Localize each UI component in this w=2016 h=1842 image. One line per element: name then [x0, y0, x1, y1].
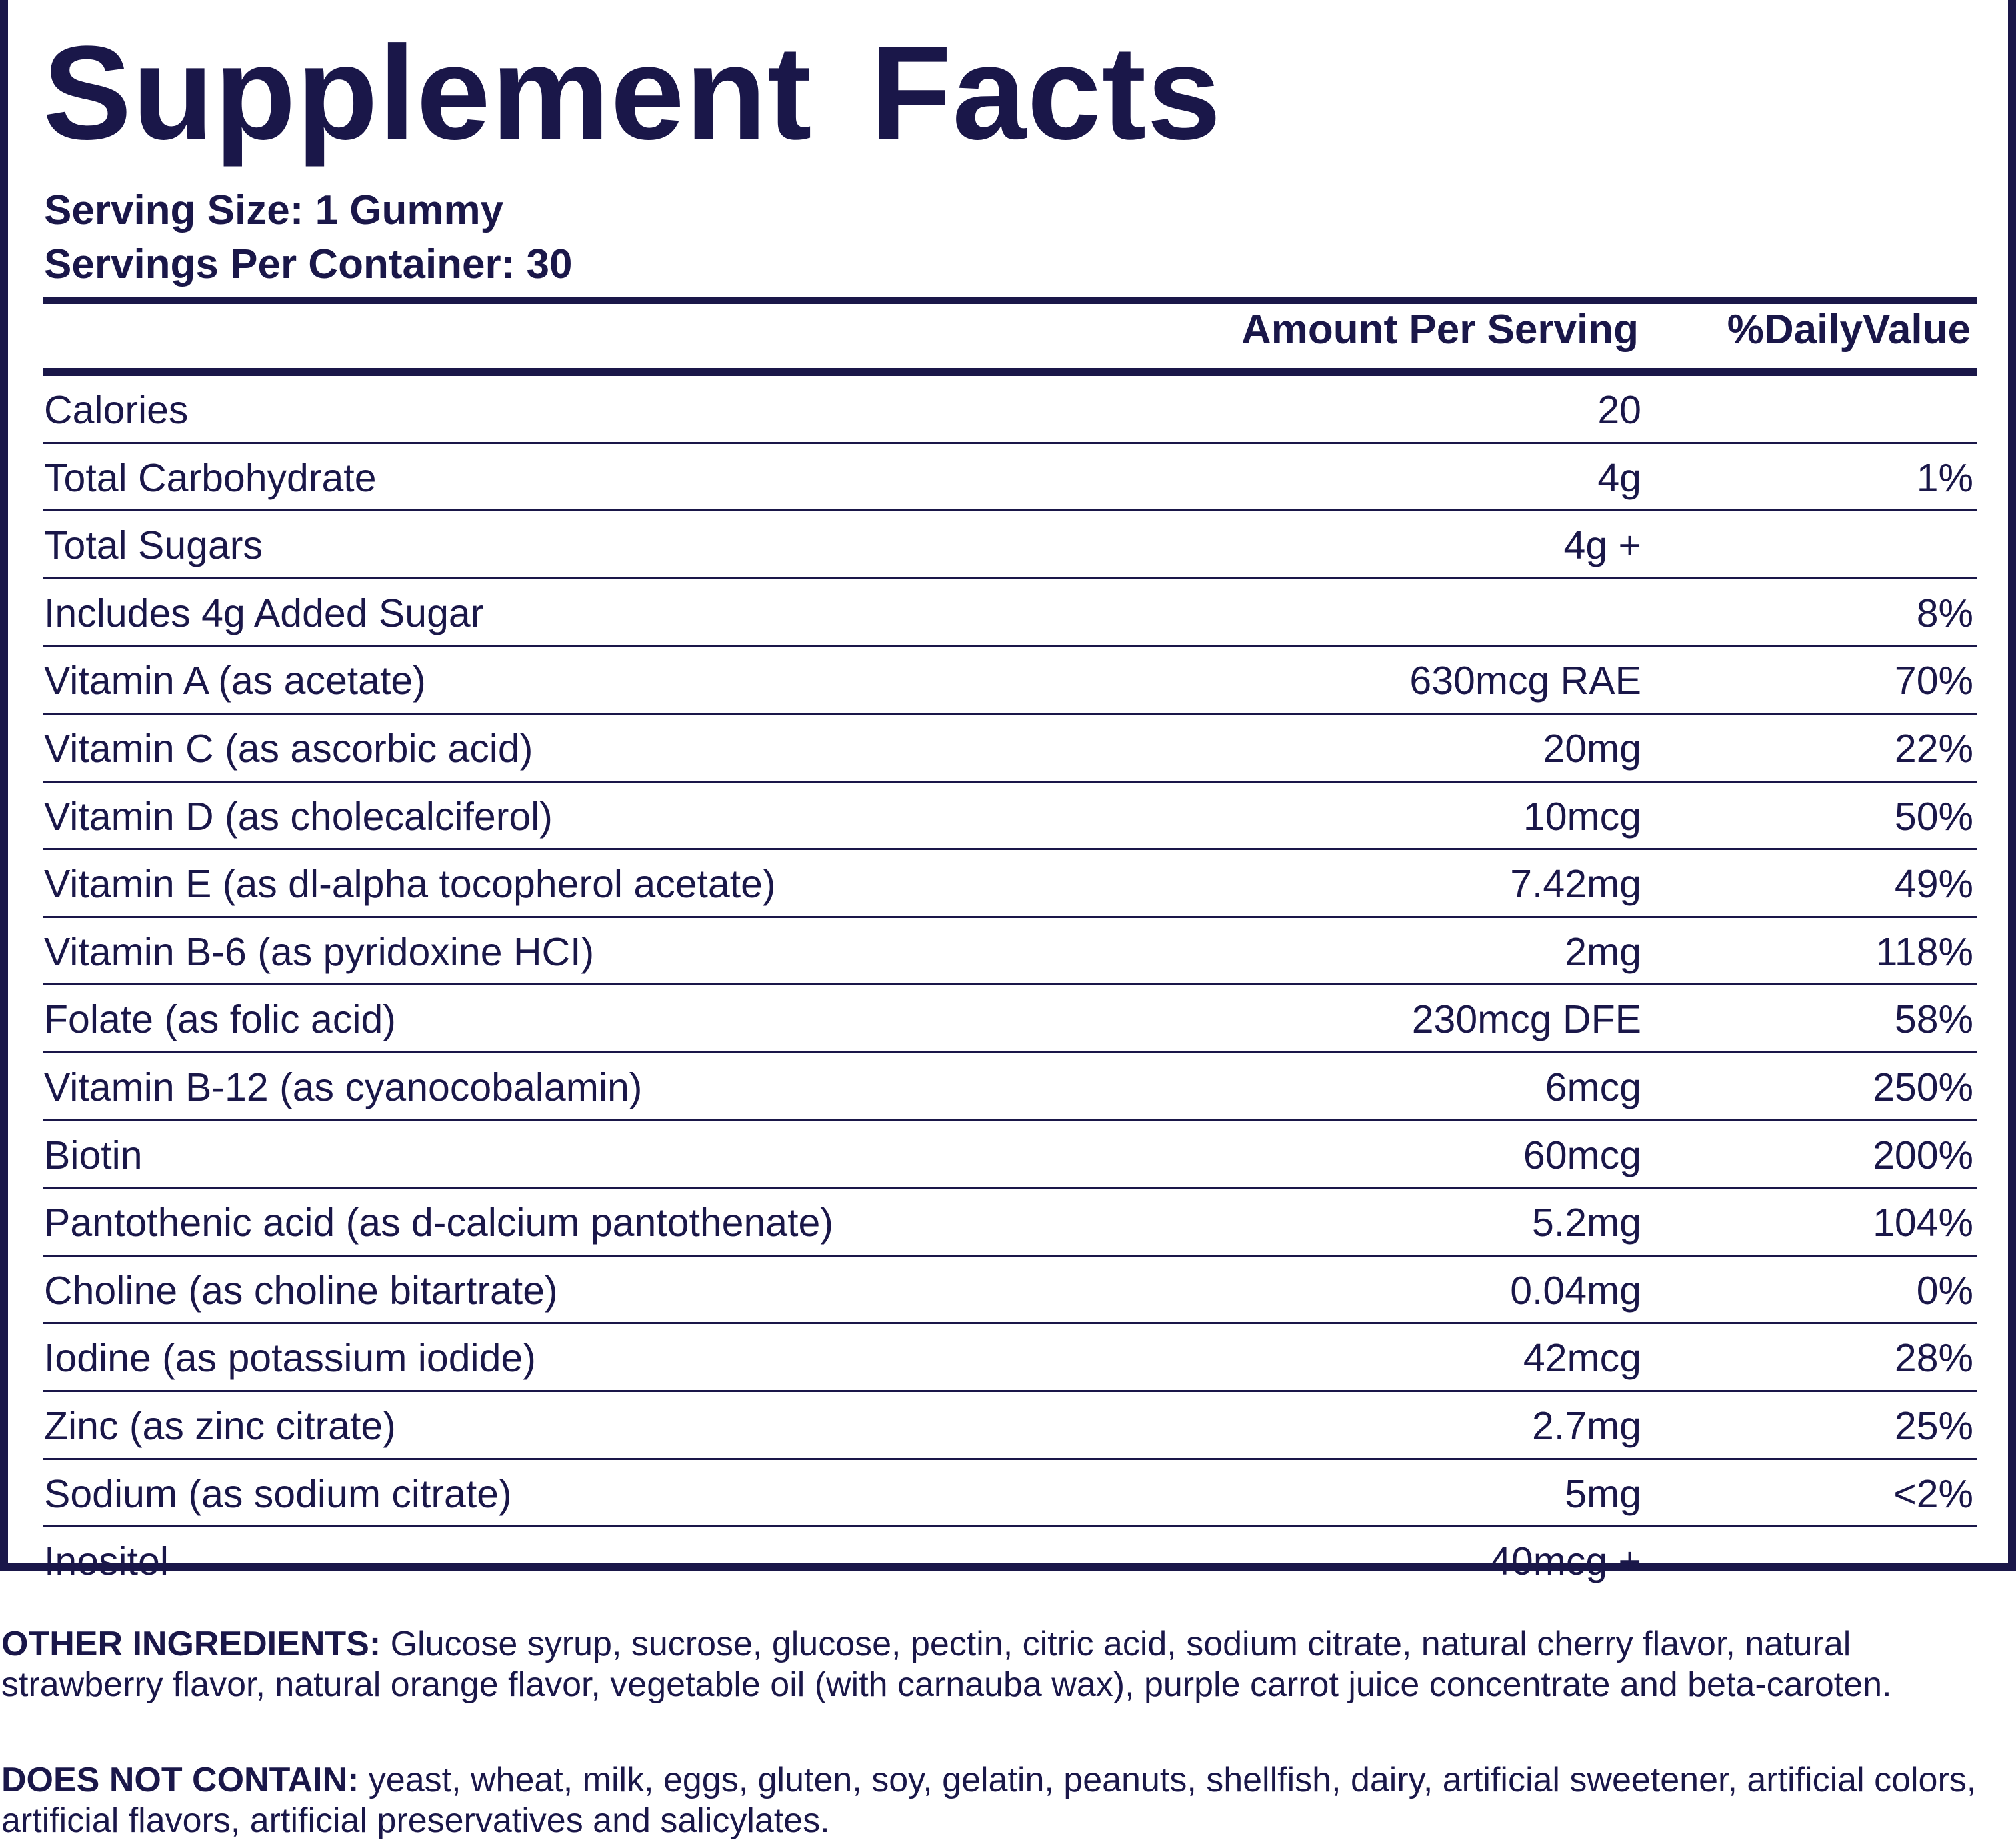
nutrient-amount: 4g — [1597, 455, 1641, 500]
other-ingredients-label: OTHER INGREDIENTS: — [1, 1625, 381, 1663]
other-ingredients-statement: OTHER INGREDIENTS: Glucose syrup, sucros… — [1, 1624, 1988, 1705]
table-row: Total Sugars 4g + — [43, 511, 1977, 579]
nutrient-name: Vitamin E (as dl-alpha tocopherol acetat… — [44, 862, 776, 907]
nutrient-daily-value: 70% — [1894, 659, 1973, 703]
table-row: Calories 20 — [43, 376, 1977, 444]
nutrient-amount: 630mcg RAE — [1409, 659, 1641, 703]
nutrient-daily-value: 250% — [1873, 1065, 1973, 1109]
table-row: Vitamin B-6 (as pyridoxine HCI) 2mg 118% — [43, 918, 1977, 986]
nutrient-daily-value: 49% — [1894, 862, 1973, 907]
panel-title: Supplement Facts — [43, 19, 1222, 167]
nutrient-amount: 230mcg DFE — [1411, 997, 1641, 1042]
nutrient-name: Iodine (as potassium iodide) — [44, 1336, 536, 1381]
does-not-contain-label: DOES NOT CONTAIN: — [1, 1761, 359, 1799]
does-not-contain-text: yeast, wheat, milk, eggs, gluten, soy, g… — [1, 1761, 1977, 1840]
servings-per-container: Servings Per Container: 30 — [44, 241, 573, 287]
nutrient-name: Vitamin C (as ascorbic acid) — [44, 726, 533, 771]
nutrient-name: Vitamin D (as cholecalciferol) — [44, 794, 553, 839]
nutrient-amount: 2mg — [1565, 929, 1641, 974]
nutrient-daily-value: 104% — [1873, 1201, 1973, 1245]
nutrient-name: Choline (as choline bitartrate) — [44, 1268, 558, 1313]
table-row: Iodine (as potassium iodide) 42mcg 28% — [43, 1324, 1977, 1392]
nutrient-name: Sodium (as sodium citrate) — [44, 1471, 512, 1516]
table-row: Folate (as folic acid) 230mcg DFE 58% — [43, 985, 1977, 1053]
table-row: Vitamin E (as dl-alpha tocopherol acetat… — [43, 850, 1977, 918]
nutrient-name: Vitamin B-12 (as cyanocobalamin) — [44, 1065, 643, 1109]
nutrient-daily-value: 25% — [1894, 1403, 1973, 1448]
nutrient-daily-value: 58% — [1894, 997, 1973, 1042]
nutrient-amount: 5.2mg — [1532, 1201, 1641, 1245]
daily-value-column-header: %DailyValue — [1727, 307, 1971, 353]
nutrient-amount: 10mcg — [1523, 794, 1641, 839]
table-row: Vitamin B-12 (as cyanocobalamin) 6mcg 250% — [43, 1053, 1977, 1121]
nutrient-daily-value: 200% — [1873, 1133, 1973, 1177]
table-row: Biotin 60mcg 200% — [43, 1121, 1977, 1189]
supplement-facts-panel: Supplement Facts Serving Size: 1 Gummy S… — [0, 0, 2016, 1581]
table-row: Choline (as choline bitartrate) 0.04mg 0% — [43, 1257, 1977, 1325]
nutrient-amount: 2.7mg — [1532, 1403, 1641, 1448]
nutrient-name: Includes 4g Added Sugar — [44, 591, 484, 635]
nutrient-daily-value: 22% — [1894, 726, 1973, 771]
header-divider — [43, 368, 1977, 376]
nutrient-daily-value: 28% — [1894, 1336, 1973, 1381]
table-row: Vitamin A (as acetate) 630mcg RAE 70% — [43, 647, 1977, 715]
nutrient-amount: 42mcg — [1523, 1336, 1641, 1381]
does-not-contain-statement: DOES NOT CONTAIN: yeast, wheat, milk, eg… — [1, 1760, 1988, 1841]
nutrient-name: Folate (as folic acid) — [44, 997, 396, 1042]
table-row: Zinc (as zinc citrate) 2.7mg 25% — [43, 1392, 1977, 1460]
nutrient-name: Total Carbohydrate — [44, 455, 377, 500]
nutrient-daily-value: <2% — [1893, 1471, 1973, 1516]
serving-size: Serving Size: 1 Gummy — [44, 187, 504, 233]
nutrient-amount: 6mcg — [1545, 1065, 1641, 1109]
table-row: Inositol 40mcg + — [43, 1527, 1977, 1593]
nutrient-daily-value: 8% — [1916, 591, 1973, 635]
table-row: Vitamin D (as cholecalciferol) 10mcg 50% — [43, 783, 1977, 851]
nutrient-amount: 60mcg — [1523, 1133, 1641, 1177]
nutrient-daily-value: 0% — [1916, 1268, 1973, 1313]
nutrient-daily-value: 1% — [1916, 455, 1973, 500]
table-row: Sodium (as sodium citrate) 5mg <2% — [43, 1460, 1977, 1528]
nutrient-amount: 4g + — [1563, 523, 1641, 568]
table-row: Total Carbohydrate 4g 1% — [43, 444, 1977, 512]
nutrient-name: Vitamin A (as acetate) — [44, 659, 426, 703]
other-ingredients-text: Glucose syrup, sucrose, glucose, pectin,… — [1, 1625, 1892, 1704]
nutrient-amount: 40mcg + — [1489, 1539, 1641, 1584]
nutrient-table: Calories 20 Total Carbohydrate 4g 1% Total … — [43, 376, 1977, 1593]
nutrient-name: Inositol — [44, 1539, 169, 1584]
nutrient-daily-value: 50% — [1894, 794, 1973, 839]
nutrient-name: Vitamin B-6 (as pyridoxine HCI) — [44, 929, 595, 974]
nutrient-amount: 20 — [1597, 388, 1641, 432]
nutrient-name: Pantothenic acid (as d-calcium pantothen… — [44, 1201, 833, 1245]
table-row: Vitamin C (as ascorbic acid) 20mg 22% — [43, 715, 1977, 783]
nutrient-name: Total Sugars — [44, 523, 263, 568]
amount-column-header: Amount Per Serving — [1241, 307, 1639, 353]
nutrient-amount: 7.42mg — [1510, 862, 1641, 907]
nutrient-name: Zinc (as zinc citrate) — [44, 1403, 396, 1448]
nutrient-amount: 0.04mg — [1510, 1268, 1641, 1313]
table-row: Pantothenic acid (as d-calcium pantothen… — [43, 1189, 1977, 1257]
nutrient-daily-value: 118% — [1875, 929, 1973, 974]
nutrient-amount: 20mg — [1543, 726, 1641, 771]
nutrient-name: Calories — [44, 388, 189, 432]
table-row: Includes 4g Added Sugar 8% — [43, 579, 1977, 647]
thick-divider — [43, 297, 1977, 304]
nutrient-amount: 5mg — [1565, 1471, 1641, 1516]
nutrient-name: Biotin — [44, 1133, 143, 1177]
